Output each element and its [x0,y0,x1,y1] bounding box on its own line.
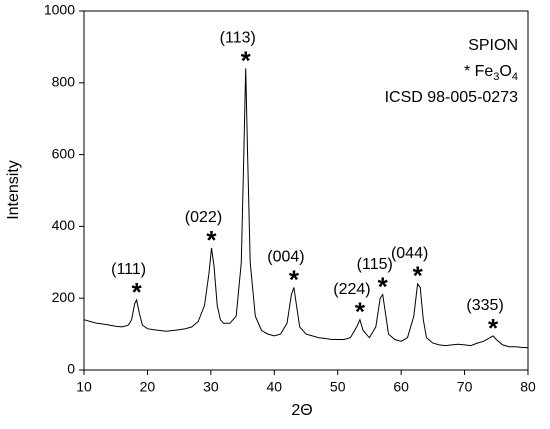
formula-part: O [499,63,511,80]
legend-title: SPION [468,37,518,54]
peak-label: (022) [185,209,222,226]
y-tick-label: 1000 [44,2,75,18]
peak-label: (004) [267,249,304,266]
peak-label: (044) [391,245,428,262]
peak-marker: * [355,297,366,327]
formula-part: * Fe [464,63,493,80]
peak-label: (113) [220,30,256,47]
peak-marker: * [206,225,217,255]
xrd-line [83,68,529,349]
peak-label: (115) [357,256,393,273]
y-tick-label: 600 [52,145,76,161]
legend-formula: * Fe3O4 [464,63,518,83]
peak-marker: * [289,264,300,294]
peak-marker: * [241,45,252,75]
plot-frame [83,10,529,371]
peak-label: (224) [333,281,370,298]
peak-marker: * [413,261,424,291]
x-tick-label: 50 [330,379,346,395]
formula-sub: 4 [512,71,518,83]
x-tick-label: 20 [140,379,156,395]
y-tick-label: 200 [52,289,76,305]
y-tick-label: 400 [52,217,76,233]
peak-marker: * [488,313,499,343]
y-axis-label: Intensity [5,160,22,220]
x-tick-label: 70 [457,379,473,395]
x-tick-label: 80 [520,379,536,395]
x-axis-label: 2Θ [291,402,312,419]
x-tick-label: 60 [393,379,409,395]
peak-label: (335) [466,297,503,314]
formula-sub: 3 [493,71,499,83]
peak-label: (111) [111,261,146,278]
y-tick-label: 0 [67,361,75,377]
peak-marker: * [378,271,389,301]
y-tick-label: 800 [52,74,76,90]
legend-reference: ICSD 98-005-0273 [385,89,519,106]
x-tick-label: 40 [266,379,282,395]
x-tick-label: 30 [203,379,219,395]
peak-marker: * [132,277,143,307]
x-tick-label: 10 [76,379,92,395]
